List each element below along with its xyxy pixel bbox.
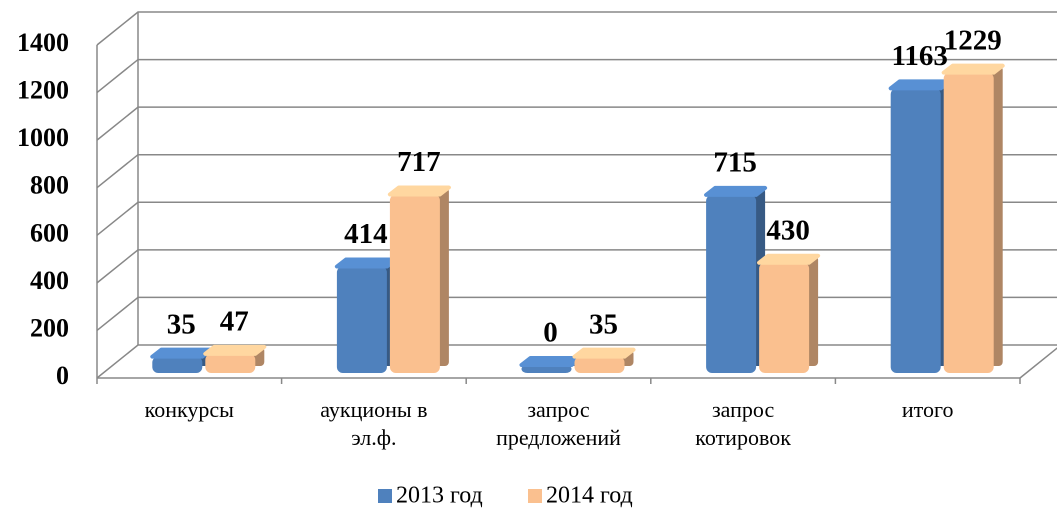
legend-label: 2013 год [396,483,483,509]
x-tick-label: аукционы в эл.ф. [320,397,427,450]
bar [704,185,768,373]
bar-top [203,344,267,356]
y-tick-label: 600 [30,218,69,247]
x-tick-label: конкурсы [145,397,234,422]
y-tick-label: 1000 [17,123,69,152]
legend-swatch [528,489,542,503]
y-tick-label: 1400 [17,28,69,57]
legend-swatch [378,489,392,503]
bar-front [706,194,757,373]
bar-front [759,262,810,373]
grid-line [96,58,1057,94]
bar-top [150,347,214,359]
grid-line [96,153,1057,189]
data-label: 1229 [944,24,1002,56]
data-label: 715 [713,147,757,179]
x-tick-label: запрос котировок [695,397,791,450]
bar-front [890,88,941,374]
bar [334,257,398,373]
bar-top [387,185,451,197]
x-tick-label: запрос предложений [496,397,621,450]
grid-line [96,11,1057,46]
bar-front [574,356,625,373]
bar-top [888,79,952,91]
bar [203,344,267,373]
axis-line [1019,347,1057,379]
data-label: 35 [589,308,618,340]
bar-front [943,72,994,373]
data-label: 47 [220,305,249,337]
bar [572,347,636,373]
bar-front [152,356,203,373]
data-label: 430 [766,214,810,246]
y-tick-label: 1200 [17,76,69,105]
bar [387,185,451,373]
data-label: 35 [167,308,196,340]
bar-top [704,185,768,197]
bar-front [389,194,440,373]
x-tick-label: итого [902,397,954,422]
y-tick-label: 800 [30,171,69,200]
bar [941,63,1005,373]
bar [519,356,583,373]
legend-label: 2014 год [546,483,633,509]
bar [150,347,214,373]
y-tick-label: 200 [30,313,69,342]
bar-top [757,253,821,265]
y-tick-label: 400 [30,266,69,295]
data-label: 414 [344,218,388,250]
data-label: 717 [397,146,441,178]
bar-top [334,257,398,269]
bar-front [205,353,256,373]
bar [888,79,952,374]
bar-top [941,63,1005,75]
grid-line [96,106,1057,141]
bar-top [519,356,583,367]
data-label: 1163 [891,40,947,72]
bar [757,253,821,373]
data-label: 0 [543,317,558,349]
bar-front [336,266,387,373]
bar-top [572,347,636,359]
y-tick-label: 0 [56,361,69,390]
